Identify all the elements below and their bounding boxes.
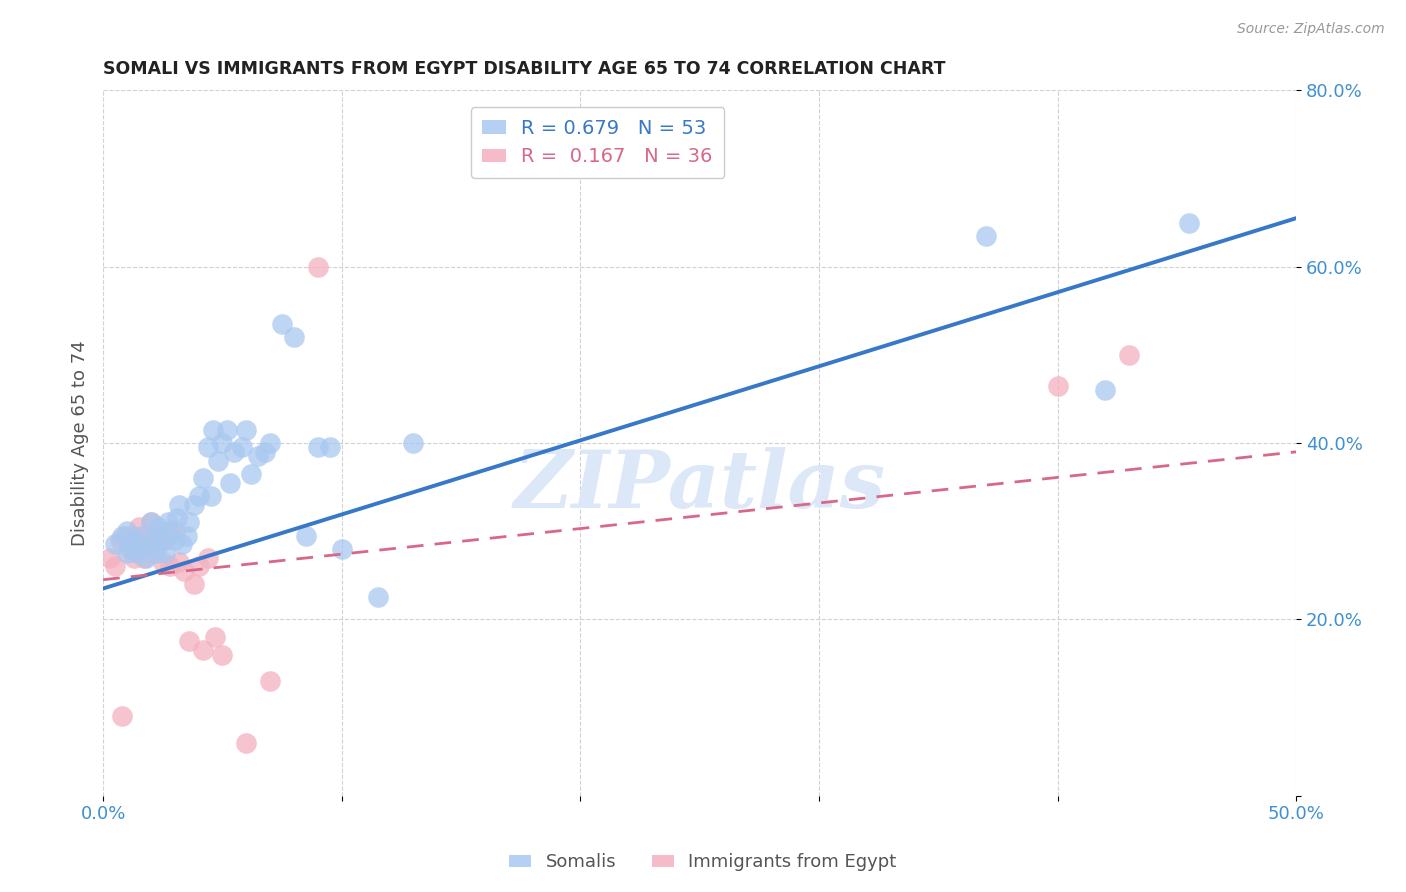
Point	[259, 436, 281, 450]
Point	[211, 648, 233, 662]
Point	[145, 537, 167, 551]
Point	[170, 537, 193, 551]
Point	[111, 528, 134, 542]
Point	[98, 550, 121, 565]
Point	[118, 541, 141, 556]
Point	[330, 541, 353, 556]
Legend: Somalis, Immigrants from Egypt: Somalis, Immigrants from Egypt	[502, 847, 904, 879]
Point	[163, 533, 186, 547]
Point	[139, 516, 162, 530]
Point	[319, 441, 342, 455]
Point	[104, 559, 127, 574]
Legend: R = 0.679   N = 53, R =  0.167   N = 36: R = 0.679 N = 53, R = 0.167 N = 36	[471, 107, 724, 178]
Point	[139, 537, 162, 551]
Text: Source: ZipAtlas.com: Source: ZipAtlas.com	[1237, 22, 1385, 37]
Point	[139, 516, 162, 530]
Point	[115, 546, 138, 560]
Point	[193, 643, 215, 657]
Point	[125, 546, 148, 560]
Point	[1094, 383, 1116, 397]
Point	[166, 511, 188, 525]
Point	[159, 559, 181, 574]
Point	[149, 524, 172, 539]
Point	[211, 436, 233, 450]
Point	[187, 559, 209, 574]
Point	[128, 537, 150, 551]
Point	[974, 228, 997, 243]
Point	[115, 524, 138, 539]
Point	[152, 555, 174, 569]
Point	[169, 498, 191, 512]
Point	[217, 423, 239, 437]
Point	[169, 555, 191, 569]
Point	[145, 546, 167, 560]
Point	[122, 533, 145, 547]
Point	[307, 260, 329, 274]
Point	[204, 630, 226, 644]
Point	[183, 577, 205, 591]
Point	[254, 445, 277, 459]
Point	[367, 591, 389, 605]
Point	[159, 524, 181, 539]
Point	[187, 489, 209, 503]
Point	[138, 546, 160, 560]
Point	[240, 467, 263, 481]
Point	[145, 528, 167, 542]
Point	[131, 528, 153, 542]
Point	[111, 709, 134, 723]
Point	[235, 736, 257, 750]
Point	[197, 441, 219, 455]
Point	[173, 564, 195, 578]
Point	[135, 550, 157, 565]
Point	[146, 520, 169, 534]
Point	[121, 528, 143, 542]
Point	[121, 541, 143, 556]
Text: SOMALI VS IMMIGRANTS FROM EGYPT DISABILITY AGE 65 TO 74 CORRELATION CHART: SOMALI VS IMMIGRANTS FROM EGYPT DISABILI…	[103, 60, 946, 78]
Point	[128, 520, 150, 534]
Point	[108, 533, 131, 547]
Point	[1178, 215, 1201, 229]
Point	[271, 317, 294, 331]
Point	[295, 528, 318, 542]
Point	[235, 423, 257, 437]
Point	[156, 516, 179, 530]
Point	[218, 475, 240, 490]
Point	[183, 498, 205, 512]
Point	[104, 537, 127, 551]
Point	[177, 634, 200, 648]
Point	[115, 528, 138, 542]
Point	[153, 533, 176, 547]
Point	[247, 449, 270, 463]
Point	[132, 550, 155, 565]
Point	[135, 528, 157, 542]
Point	[176, 528, 198, 542]
Point	[177, 516, 200, 530]
Point	[152, 533, 174, 547]
Point	[122, 550, 145, 565]
Point	[207, 453, 229, 467]
Point	[201, 423, 224, 437]
Point	[283, 330, 305, 344]
Point	[125, 541, 148, 556]
Point	[231, 441, 253, 455]
Point	[156, 528, 179, 542]
Point	[200, 489, 222, 503]
Point	[402, 436, 425, 450]
Point	[259, 674, 281, 689]
Point	[224, 445, 246, 459]
Point	[1046, 378, 1069, 392]
Point	[163, 524, 186, 539]
Y-axis label: Disability Age 65 to 74: Disability Age 65 to 74	[72, 340, 89, 546]
Point	[153, 546, 176, 560]
Point	[197, 550, 219, 565]
Point	[131, 541, 153, 556]
Point	[193, 471, 215, 485]
Point	[1118, 348, 1140, 362]
Point	[307, 441, 329, 455]
Text: ZIPatlas: ZIPatlas	[513, 447, 886, 524]
